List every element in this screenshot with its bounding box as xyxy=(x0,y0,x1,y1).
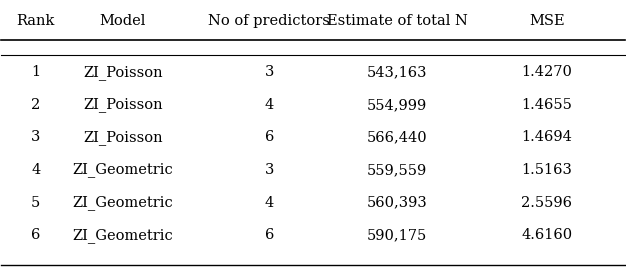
Text: 560,393: 560,393 xyxy=(367,195,428,210)
Text: 1.4270: 1.4270 xyxy=(521,65,572,79)
Text: 4: 4 xyxy=(265,98,274,112)
Text: 1: 1 xyxy=(31,65,40,79)
Text: MSE: MSE xyxy=(529,14,565,28)
Text: 566,440: 566,440 xyxy=(367,130,428,144)
Text: 1.4694: 1.4694 xyxy=(521,130,572,144)
Text: 3: 3 xyxy=(31,130,40,144)
Text: ZI_Poisson: ZI_Poisson xyxy=(83,97,163,112)
Text: 3: 3 xyxy=(265,163,274,177)
Text: ZI_Poisson: ZI_Poisson xyxy=(83,130,163,145)
Text: 554,999: 554,999 xyxy=(367,98,428,112)
Text: 6: 6 xyxy=(31,228,40,242)
Text: ZI_Geometric: ZI_Geometric xyxy=(73,228,173,243)
Text: 559,559: 559,559 xyxy=(367,163,428,177)
Text: 4: 4 xyxy=(31,163,40,177)
Text: 543,163: 543,163 xyxy=(367,65,428,79)
Text: ZI_Poisson: ZI_Poisson xyxy=(83,65,163,80)
Text: 1.5163: 1.5163 xyxy=(521,163,572,177)
Text: ZI_Geometric: ZI_Geometric xyxy=(73,195,173,210)
Text: 4.6160: 4.6160 xyxy=(521,228,572,242)
Text: 590,175: 590,175 xyxy=(367,228,428,242)
Text: 6: 6 xyxy=(265,130,274,144)
Text: Estimate of total N: Estimate of total N xyxy=(327,14,468,28)
Text: ZI_Geometric: ZI_Geometric xyxy=(73,163,173,177)
Text: 6: 6 xyxy=(265,228,274,242)
Text: 5: 5 xyxy=(31,195,40,210)
Text: 4: 4 xyxy=(265,195,274,210)
Text: Model: Model xyxy=(100,14,146,28)
Text: 1.4655: 1.4655 xyxy=(521,98,572,112)
Text: Rank: Rank xyxy=(16,14,55,28)
Text: 3: 3 xyxy=(265,65,274,79)
Text: No of predictors: No of predictors xyxy=(208,14,331,28)
Text: 2.5596: 2.5596 xyxy=(521,195,572,210)
Text: 2: 2 xyxy=(31,98,40,112)
